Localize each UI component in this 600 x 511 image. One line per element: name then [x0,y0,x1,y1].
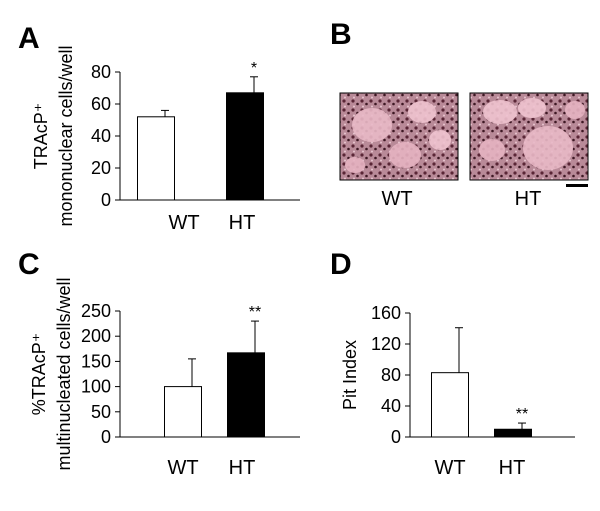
significance-mark: ** [516,406,528,423]
image-label: WT [381,188,412,210]
significance-mark: * [251,60,257,77]
y-axis-label: multinucleated cells/well [54,277,74,470]
y-tick-label: 200 [81,326,111,346]
panel-letter: B [330,18,352,51]
y-tick-label: 0 [391,427,401,447]
x-tick-label: WT [168,212,199,234]
y-axis-label: %TRAcP⁺ [29,333,49,416]
y-tick-label: 80 [91,62,111,82]
x-tick-label: HT [229,457,256,479]
bar [226,92,264,201]
y-tick-label: 100 [81,377,111,397]
panel-letter: C [18,248,40,281]
panel-letter: A [18,22,40,55]
micrograph-ht [469,92,589,181]
scale-bar [566,184,588,187]
micrograph-wt [339,92,459,181]
y-tick-label: 40 [381,396,401,416]
bar [164,386,202,438]
x-tick-label: WT [167,457,198,479]
y-tick-label: 0 [101,190,111,210]
y-tick-label: 80 [381,365,401,385]
y-axis-label: TRAcP⁺ [31,103,51,170]
y-tick-label: 250 [81,301,111,321]
significance-mark: ** [249,304,261,321]
x-tick-label: WT [434,457,465,479]
image-label: HT [515,188,542,210]
bar [227,352,265,438]
y-tick-label: 150 [81,351,111,371]
y-tick-label: 160 [371,303,401,323]
bar [431,372,469,438]
bar [494,428,532,438]
y-axis-label: Pit Index [340,340,360,410]
y-tick-label: 20 [91,158,111,178]
y-tick-label: 0 [101,427,111,447]
y-tick-label: 120 [371,334,401,354]
bar [137,116,175,201]
x-tick-label: HT [499,457,526,479]
y-tick-label: 40 [91,126,111,146]
y-tick-label: 60 [91,94,111,114]
x-tick-label: HT [229,212,256,234]
y-axis-label: mononuclear cells/well [56,45,76,226]
y-tick-label: 50 [91,402,111,422]
panel-letter: D [330,248,352,281]
